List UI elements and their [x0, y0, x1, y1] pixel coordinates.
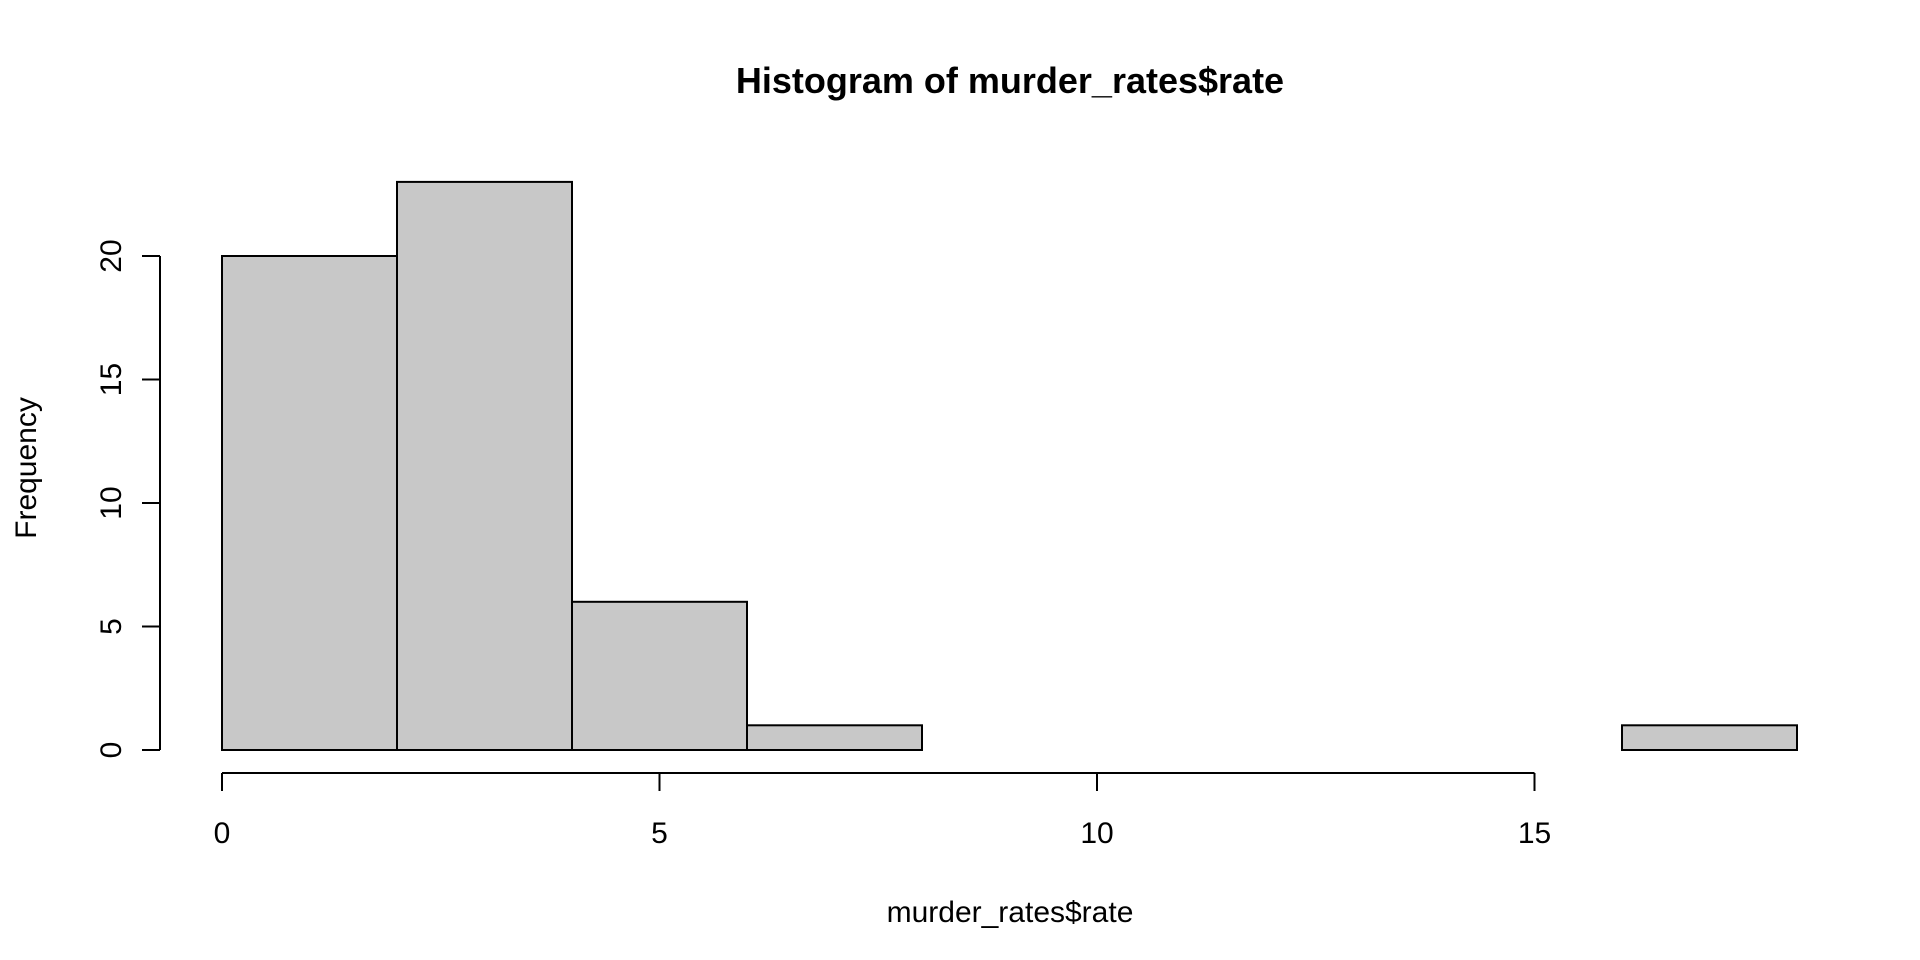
histogram-bars — [221, 180, 1798, 751]
y-tick-label-15: 15 — [95, 363, 128, 396]
y-tick-label-10: 10 — [95, 486, 128, 519]
x-tick-label-5: 5 — [651, 817, 668, 850]
histogram-bar-3 — [746, 724, 923, 751]
chart-title: Histogram of murder_rates$rate — [736, 60, 1284, 101]
y-tick-label-0: 0 — [95, 742, 128, 759]
histogram-bar-1 — [396, 180, 573, 751]
y-axis-label: Frequency — [10, 397, 43, 539]
histogram-bar-8 — [1621, 724, 1798, 751]
y-tick-label-20: 20 — [95, 239, 128, 272]
histogram-bar-0 — [221, 255, 398, 751]
x-axis: 0 5 10 15 — [214, 772, 1551, 850]
x-tick-label-10: 10 — [1080, 817, 1113, 850]
x-tick-label-0: 0 — [214, 817, 231, 850]
y-axis: 0 5 10 15 20 — [95, 239, 161, 759]
x-axis-label: murder_rates$rate — [887, 896, 1134, 929]
x-tick-label-15: 15 — [1518, 817, 1551, 850]
histogram-bar-2 — [571, 600, 748, 751]
y-tick-label-5: 5 — [95, 618, 128, 635]
